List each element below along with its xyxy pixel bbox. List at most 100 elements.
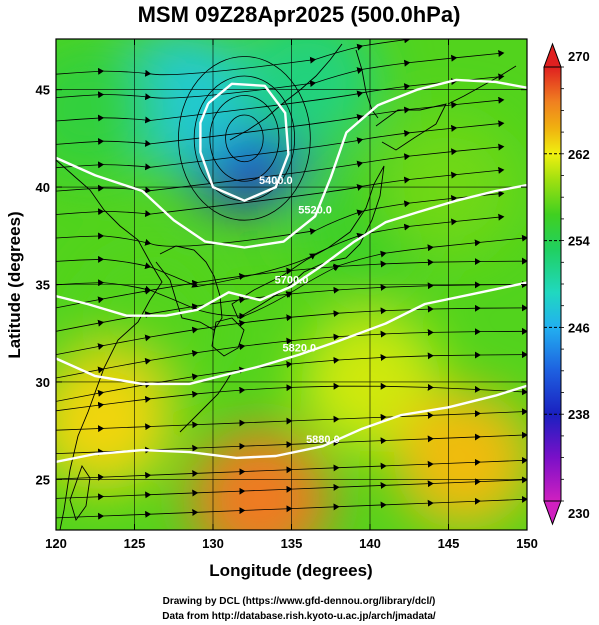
streamline <box>103 510 152 518</box>
streamline <box>197 343 246 353</box>
x-tick-label: 145 <box>438 536 460 551</box>
streamline <box>338 354 387 362</box>
streamline <box>385 411 434 419</box>
field-sample <box>237 39 378 150</box>
streamline <box>197 468 246 476</box>
streamline <box>362 176 411 187</box>
x-axis-label: Longitude (degrees) <box>209 561 372 580</box>
streamline <box>291 464 340 472</box>
streamline-swirl <box>225 114 264 163</box>
colorbar-extend-min <box>543 500 562 526</box>
contour-line <box>56 384 527 463</box>
streamline <box>244 466 293 474</box>
streamline-swirl <box>178 56 311 221</box>
streamline <box>456 166 505 175</box>
streamline <box>362 200 411 212</box>
streamline <box>56 425 105 433</box>
colorbar-tick-label: 262 <box>568 147 590 162</box>
streamline <box>456 213 505 222</box>
streamline <box>338 462 387 470</box>
streamline <box>291 286 340 295</box>
streamline <box>456 120 505 129</box>
streamline <box>103 423 152 431</box>
streamline <box>338 307 387 315</box>
streamline <box>409 195 458 204</box>
streamline <box>314 232 364 255</box>
streamline <box>432 497 481 505</box>
colorbar-tick-label: 238 <box>568 407 590 422</box>
streamline <box>244 384 293 392</box>
colorbar-extend-max <box>543 42 562 68</box>
x-tick-label: 140 <box>359 536 381 551</box>
streamline <box>385 305 434 313</box>
streamline <box>197 319 246 330</box>
streamline <box>409 101 458 110</box>
streamline <box>244 505 293 513</box>
colorbar-gradient <box>543 66 562 502</box>
streamline <box>103 139 152 147</box>
streamline <box>291 503 340 511</box>
streamline <box>479 431 527 439</box>
field-sample <box>56 39 158 180</box>
streamline <box>291 382 340 390</box>
streamline <box>479 234 527 243</box>
colorbar-tick-label: 246 <box>568 320 590 335</box>
streamline <box>150 421 199 429</box>
streamline <box>432 281 481 289</box>
streamline <box>103 334 152 346</box>
streamline <box>244 417 293 425</box>
streamline <box>362 39 411 47</box>
x-tick-label: 130 <box>202 536 224 551</box>
streamline <box>197 366 246 377</box>
streamline <box>103 210 152 218</box>
coast-russia <box>229 43 343 141</box>
streamline <box>432 478 481 486</box>
streamline <box>409 218 458 227</box>
streamline <box>456 96 505 105</box>
streamline <box>432 351 481 359</box>
streamline <box>409 148 458 157</box>
streamline <box>103 282 152 293</box>
coast-taiwan <box>69 465 91 522</box>
streamline <box>150 266 199 288</box>
streamline <box>56 208 105 216</box>
contour-line <box>56 183 527 317</box>
streamline <box>314 67 364 84</box>
streamline <box>338 413 387 421</box>
contour-label: 5700.0 <box>275 274 309 286</box>
streamline <box>291 264 340 293</box>
streamline <box>362 59 411 70</box>
colorbar-ticks: 230 238 246 254 262 270 <box>544 49 590 521</box>
streamline <box>56 473 105 481</box>
y-tick-label: 25 <box>36 472 50 487</box>
colorbar-tick-label: 254 <box>568 234 590 249</box>
streamline <box>385 499 434 507</box>
streamline <box>56 493 105 501</box>
streamline <box>409 171 458 180</box>
streamline <box>338 283 387 291</box>
streamline <box>56 296 105 309</box>
x-tick-label: 120 <box>45 536 67 551</box>
contour-label: 5880.0 <box>306 434 340 446</box>
streamline <box>103 471 152 479</box>
contour-line <box>56 281 527 386</box>
streamline <box>150 326 199 338</box>
streamline <box>244 314 293 323</box>
streamline <box>103 116 152 124</box>
streamline <box>291 333 340 341</box>
streamline <box>150 470 199 478</box>
streamline <box>409 124 458 134</box>
streamline <box>479 495 527 503</box>
streamline <box>291 415 340 423</box>
colorbar: 230 238 246 254 262 270 <box>543 42 590 526</box>
streamline <box>338 260 387 268</box>
streamline <box>244 337 293 347</box>
streamline <box>56 114 105 122</box>
streamline <box>150 489 199 497</box>
streamline <box>56 184 105 192</box>
streamline <box>56 389 105 402</box>
streamline <box>479 456 527 464</box>
streamline <box>56 401 105 412</box>
streamline <box>103 235 152 246</box>
